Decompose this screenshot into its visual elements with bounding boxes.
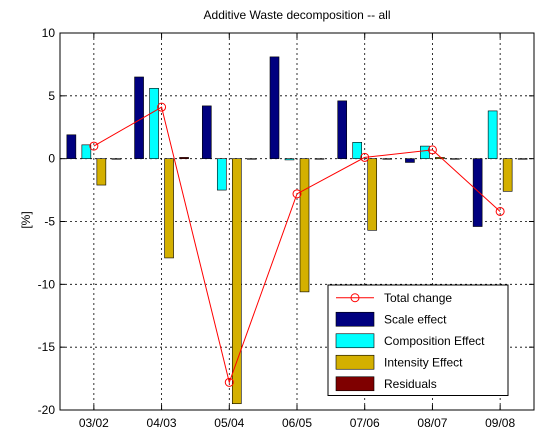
- bar-intensity-effect: [231, 158, 242, 405]
- legend-label: Intensity Effect: [384, 355, 463, 369]
- x-tick-label: 04/03: [147, 416, 177, 430]
- bar-composition-effect: [149, 87, 159, 159]
- legend-swatch: [335, 311, 375, 327]
- y-tick-label: -10: [38, 277, 56, 291]
- bar-scale-effect: [472, 158, 483, 227]
- y-tick-label: -15: [38, 340, 56, 354]
- y-axis-label: [%]: [19, 211, 33, 228]
- bar-scale-effect: [337, 100, 348, 159]
- bar-composition-effect: [216, 158, 227, 191]
- bar-composition-effect: [284, 158, 295, 161]
- total-change-marker: [427, 145, 437, 155]
- bar-composition-effect: [420, 145, 430, 159]
- x-tick-label: 09/08: [485, 416, 515, 430]
- total-change-marker: [224, 377, 234, 387]
- total-change-marker: [89, 141, 99, 151]
- x-tick-label: 03/02: [79, 416, 109, 430]
- total-change-polyline: [93, 106, 501, 385]
- total-change-marker: [360, 152, 370, 162]
- legend-label: Total change: [384, 291, 452, 305]
- y-axis-ticks: -20 -15 -10 -5 0 5 10: [38, 26, 534, 417]
- total-change-line: [89, 102, 505, 387]
- bar-residuals: [179, 157, 189, 159]
- legend-label: Scale effect: [384, 312, 447, 326]
- y-tick-label: 10: [42, 26, 56, 40]
- x-tick-label: 08/07: [417, 416, 447, 430]
- bars: [66, 56, 528, 405]
- bar-residuals: [450, 158, 460, 160]
- bar-scale-effect: [66, 134, 77, 159]
- bar-residuals: [314, 158, 325, 160]
- total-change-marker: [292, 189, 302, 199]
- x-axis-ticks: 03/02 04/03 05/04 06/05 07/06 08/07 09/08: [79, 33, 515, 430]
- bar-composition-effect: [352, 142, 363, 159]
- bar-residuals: [382, 158, 393, 160]
- y-tick-label: -5: [44, 215, 55, 229]
- legend-swatch: [335, 354, 375, 370]
- y-tick-label: 0: [48, 152, 55, 166]
- x-tick-label: 07/06: [350, 416, 380, 430]
- bar-intensity-effect: [367, 158, 378, 231]
- x-tick-label: 05/04: [214, 416, 244, 430]
- bar-residuals: [517, 158, 528, 160]
- bar-intensity-effect: [96, 158, 107, 186]
- total-change-marker: [495, 206, 505, 216]
- bar-intensity-effect: [502, 158, 513, 192]
- total-change-marker: [157, 102, 167, 112]
- y-tick-label: 5: [48, 89, 55, 103]
- legend-swatch: [335, 333, 375, 349]
- bar-intensity-effect: [164, 158, 174, 259]
- bar-composition-effect: [81, 144, 92, 159]
- bar-intensity-effect: [435, 157, 445, 159]
- bar-residuals: [111, 158, 122, 160]
- bar-scale-effect: [405, 158, 415, 163]
- bar-scale-effect: [201, 105, 212, 159]
- legend-swatch-marker: [350, 293, 360, 303]
- x-tick-label: 06/05: [282, 416, 312, 430]
- legend-label: Residuals: [384, 377, 437, 391]
- legend-swatch: [335, 376, 375, 392]
- bar-residuals: [246, 158, 257, 160]
- bar-composition-effect: [487, 110, 498, 159]
- legend-label: Composition Effect: [384, 334, 485, 348]
- bar-scale-effect: [269, 56, 280, 159]
- bar-intensity-effect: [299, 158, 310, 293]
- legend: Total change Scale effect Composition Effe…: [327, 284, 509, 396]
- y-tick-label: -20: [38, 403, 56, 417]
- chart-title: Additive Waste decomposition -- all: [204, 8, 391, 22]
